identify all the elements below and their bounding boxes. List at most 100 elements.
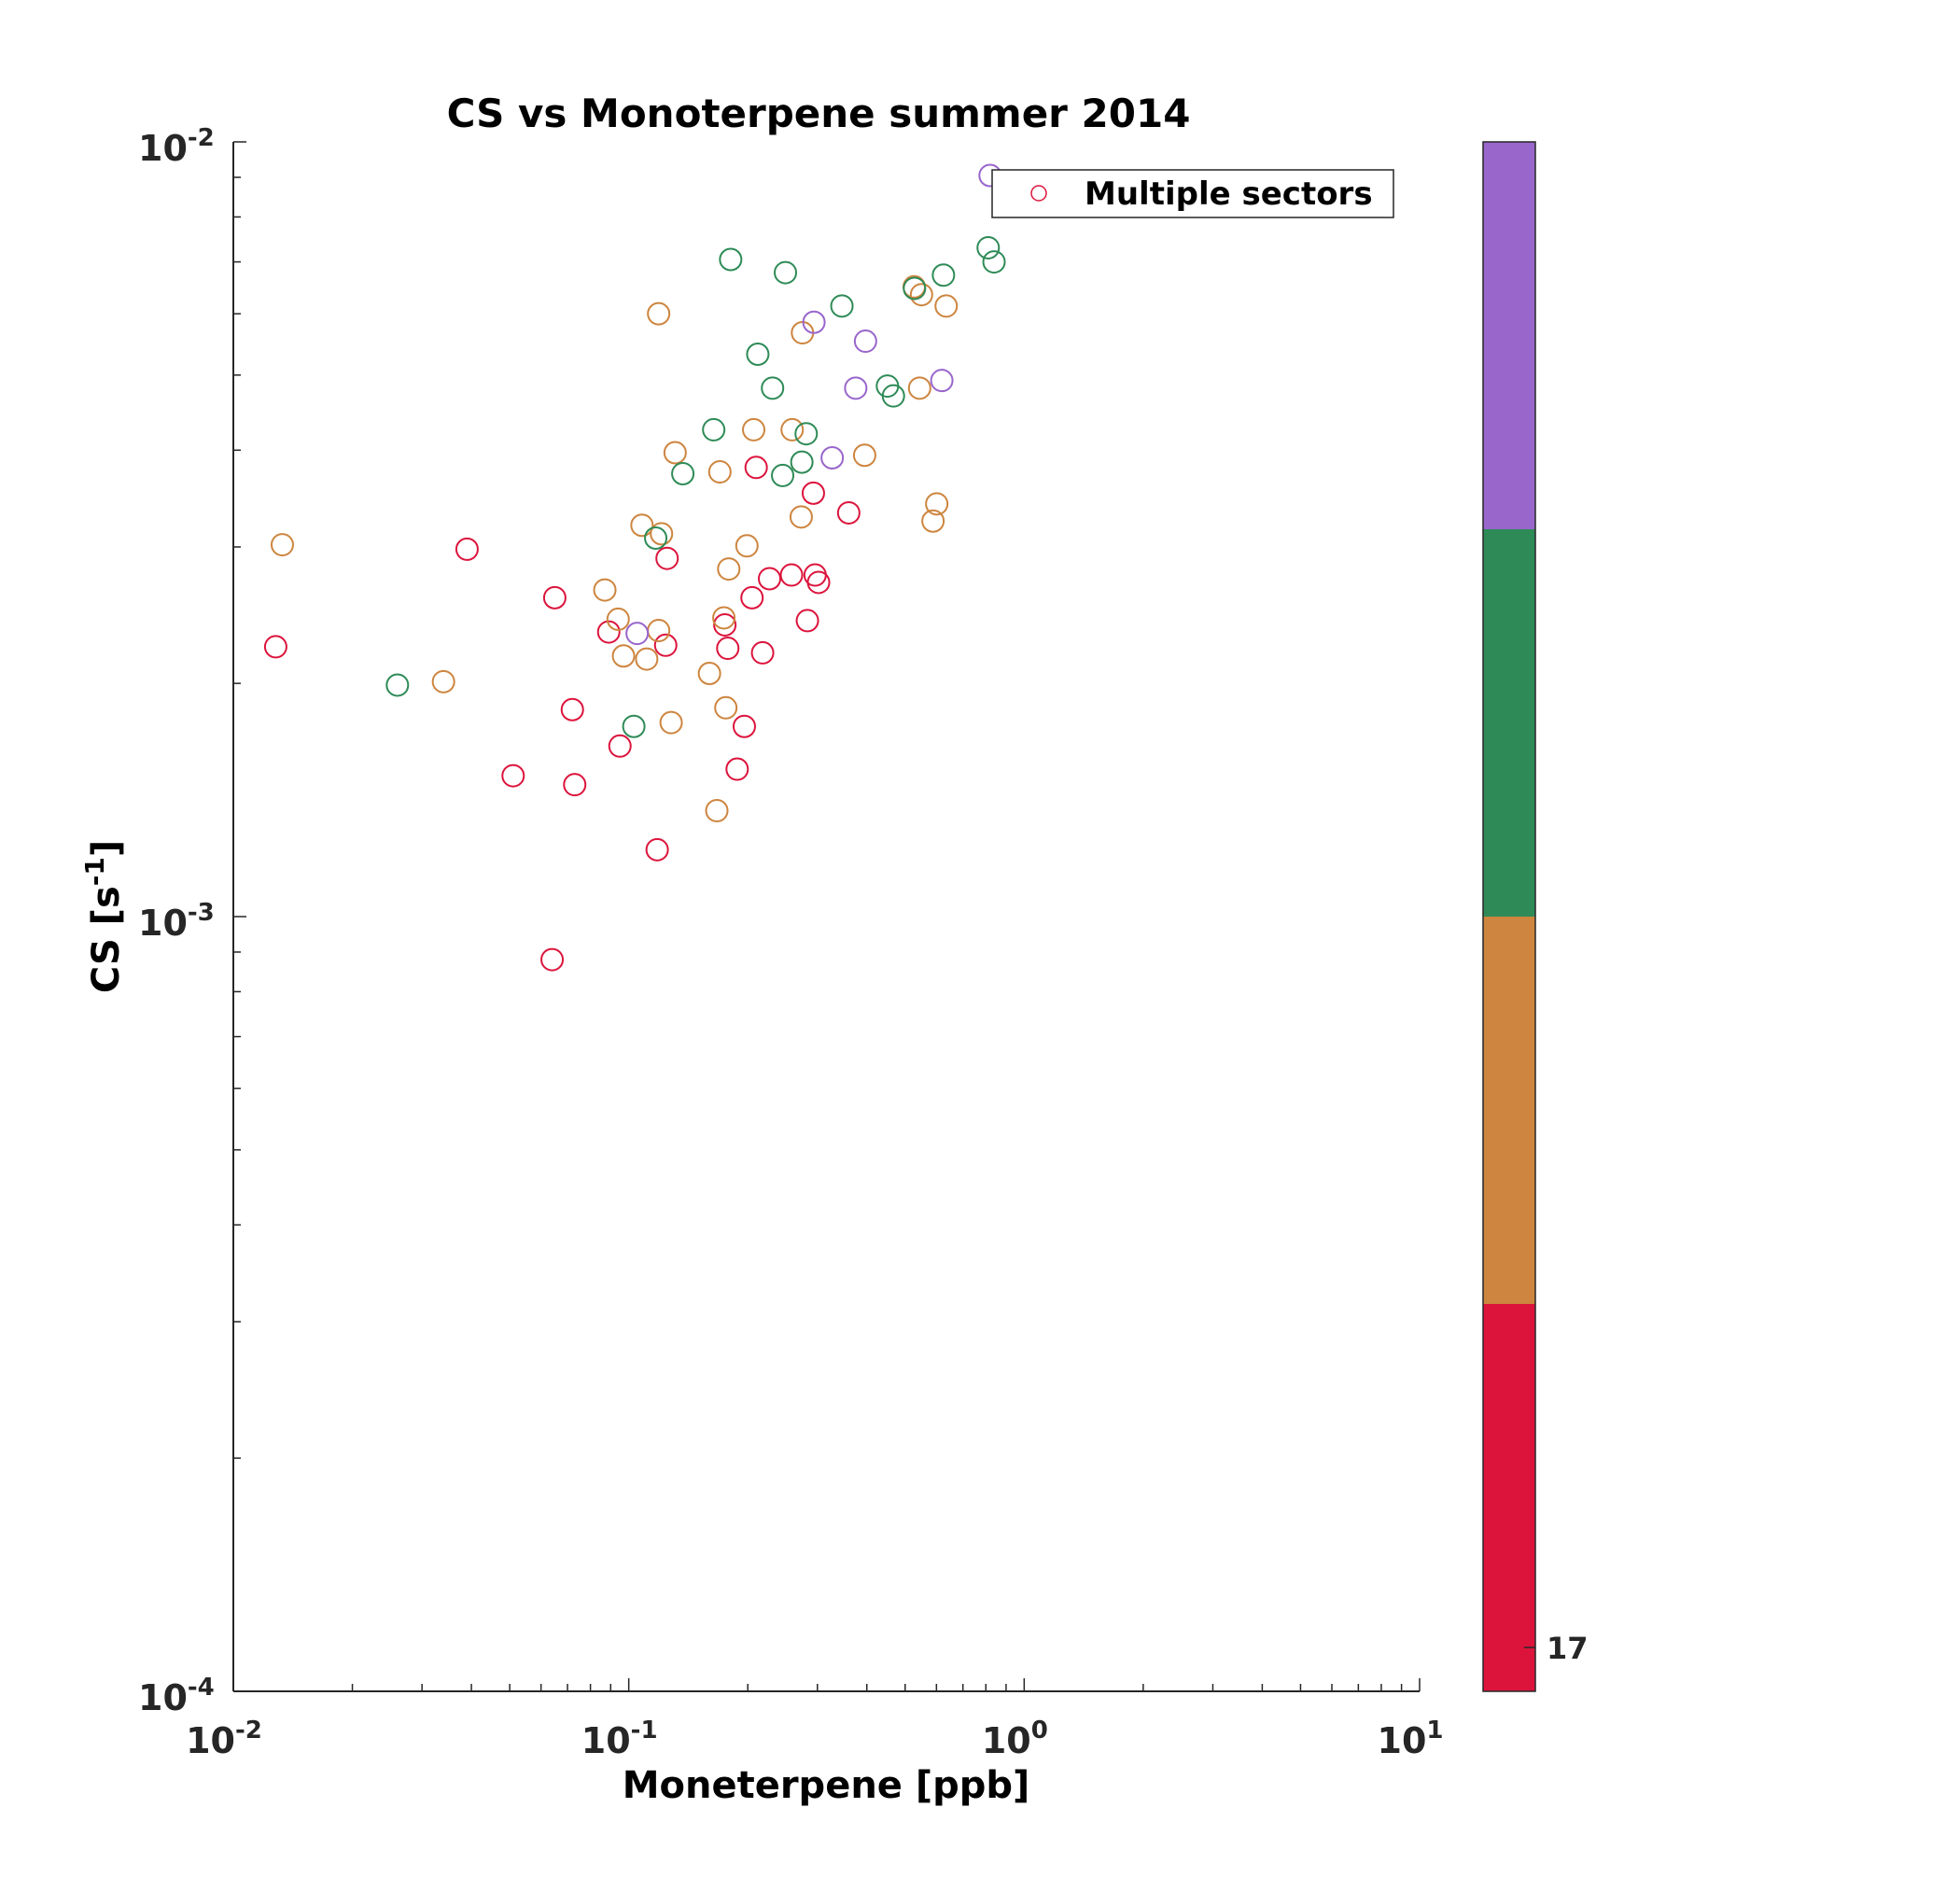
scatter-point [385, 673, 410, 697]
scatter-point [746, 342, 770, 366]
scatter-point [925, 492, 949, 516]
colorbar-segments [1483, 142, 1535, 1691]
scatter-point [789, 505, 813, 529]
scatter-point [611, 644, 636, 668]
scatter-point [907, 376, 931, 400]
scatter-point [630, 513, 654, 538]
legend-marker [1030, 185, 1047, 202]
x-tick-label: 101 [1378, 1717, 1444, 1761]
scatter-point [820, 445, 845, 469]
scatter-point [844, 376, 868, 400]
scatter-point [431, 669, 455, 694]
scatter-point [455, 537, 479, 561]
scatter-point [560, 697, 584, 722]
colorbar-tick-label: 17 [1547, 1631, 1589, 1666]
scatter-point [606, 607, 630, 631]
scatter-point [719, 247, 743, 272]
legend-box [991, 169, 1394, 218]
scatter-point [655, 546, 679, 570]
scatter-point [742, 417, 766, 441]
scatter-point [830, 294, 854, 318]
scatter-point [725, 757, 749, 781]
y-tick-labels: 10-4 10-3 10-2 [138, 124, 215, 1718]
legend: Multiple sectors [991, 169, 1394, 218]
y-axis-label-exponent: -1 [79, 857, 110, 886]
scatter-point [625, 622, 650, 646]
scatter-point [881, 384, 905, 408]
scatter-point [263, 635, 287, 659]
y-tick-label: 10-3 [138, 899, 215, 944]
x-tick-labels: 10-2 10-1 100 101 [186, 1717, 1443, 1761]
scatter-point [542, 585, 567, 610]
scatter-point [650, 522, 674, 546]
scatter-point [758, 567, 782, 591]
scatter-point [697, 661, 721, 685]
scatter-point [903, 276, 927, 301]
scatter-point [853, 329, 877, 354]
scatter-point [909, 283, 933, 307]
chart-title: CS vs Monoterpene summer 2014 [447, 91, 1191, 136]
scatter-point [593, 578, 617, 602]
x-tick-label: 10-1 [581, 1717, 658, 1761]
scatter-point [779, 563, 804, 587]
scatter-point [982, 250, 1006, 274]
x-tick-label: 10-2 [186, 1717, 262, 1761]
scatter-point [608, 734, 632, 758]
scatter-point [622, 714, 646, 738]
x-tick-label: 100 [982, 1717, 1048, 1761]
scatter-point [780, 417, 805, 441]
scatter-point [921, 509, 945, 533]
x-axis-label: Moneterpene [ppb] [623, 1764, 1030, 1807]
scatter-point [659, 710, 683, 735]
colorbar-segment [1483, 917, 1535, 1304]
scatter-point [705, 799, 729, 823]
y-axis-label: CS [s-1] [79, 840, 128, 993]
scatter-point [713, 612, 737, 637]
scatter-point [707, 460, 732, 484]
scatter-point [647, 301, 671, 326]
colorbar-segment [1483, 1304, 1535, 1691]
scatter-point [717, 557, 741, 582]
scatter-point [716, 637, 740, 661]
scatter-point [740, 585, 764, 610]
scatter-point [744, 455, 768, 480]
scatter-point [735, 534, 759, 558]
scatter-point [750, 640, 775, 665]
y-axis-label-main: CS [s [85, 886, 128, 993]
scatter-point [270, 533, 294, 557]
scatter-point [501, 764, 525, 788]
scatter-point [671, 461, 695, 485]
scatter-point [714, 695, 738, 720]
y-axis-label-end: ] [85, 840, 128, 857]
colorbar-segment [1483, 529, 1535, 917]
scatter-point [653, 633, 678, 657]
scatter-point [596, 620, 621, 644]
scatter-point [931, 263, 956, 287]
scatter-point [563, 773, 587, 797]
scatter-point [774, 260, 798, 285]
scatter-point [930, 369, 954, 393]
scatter-point [934, 294, 959, 318]
legend-label: Multiple sectors [1085, 175, 1373, 213]
scatter-point [761, 376, 785, 400]
scatter-point [802, 310, 826, 334]
colorbar: 17 [1482, 141, 1589, 1692]
colorbar-outline [1482, 141, 1536, 1692]
scatter-point [540, 947, 565, 972]
y-tick-label: 10-4 [138, 1674, 215, 1718]
scatter-point [645, 837, 669, 862]
scatter-point [806, 570, 831, 595]
y-tick-label: 10-2 [138, 124, 215, 169]
scatter-point [794, 422, 819, 446]
scatter-point [801, 481, 825, 505]
x-minor-ticks [232, 1678, 1421, 1691]
scatter-point [976, 235, 1001, 259]
scatter-point [732, 714, 756, 738]
scatter-point [712, 606, 736, 630]
scatter-point [852, 443, 876, 468]
scatter-point [663, 441, 687, 465]
scatter-point [836, 500, 861, 525]
colorbar-segment [1483, 142, 1535, 529]
scatter-point [702, 417, 726, 441]
